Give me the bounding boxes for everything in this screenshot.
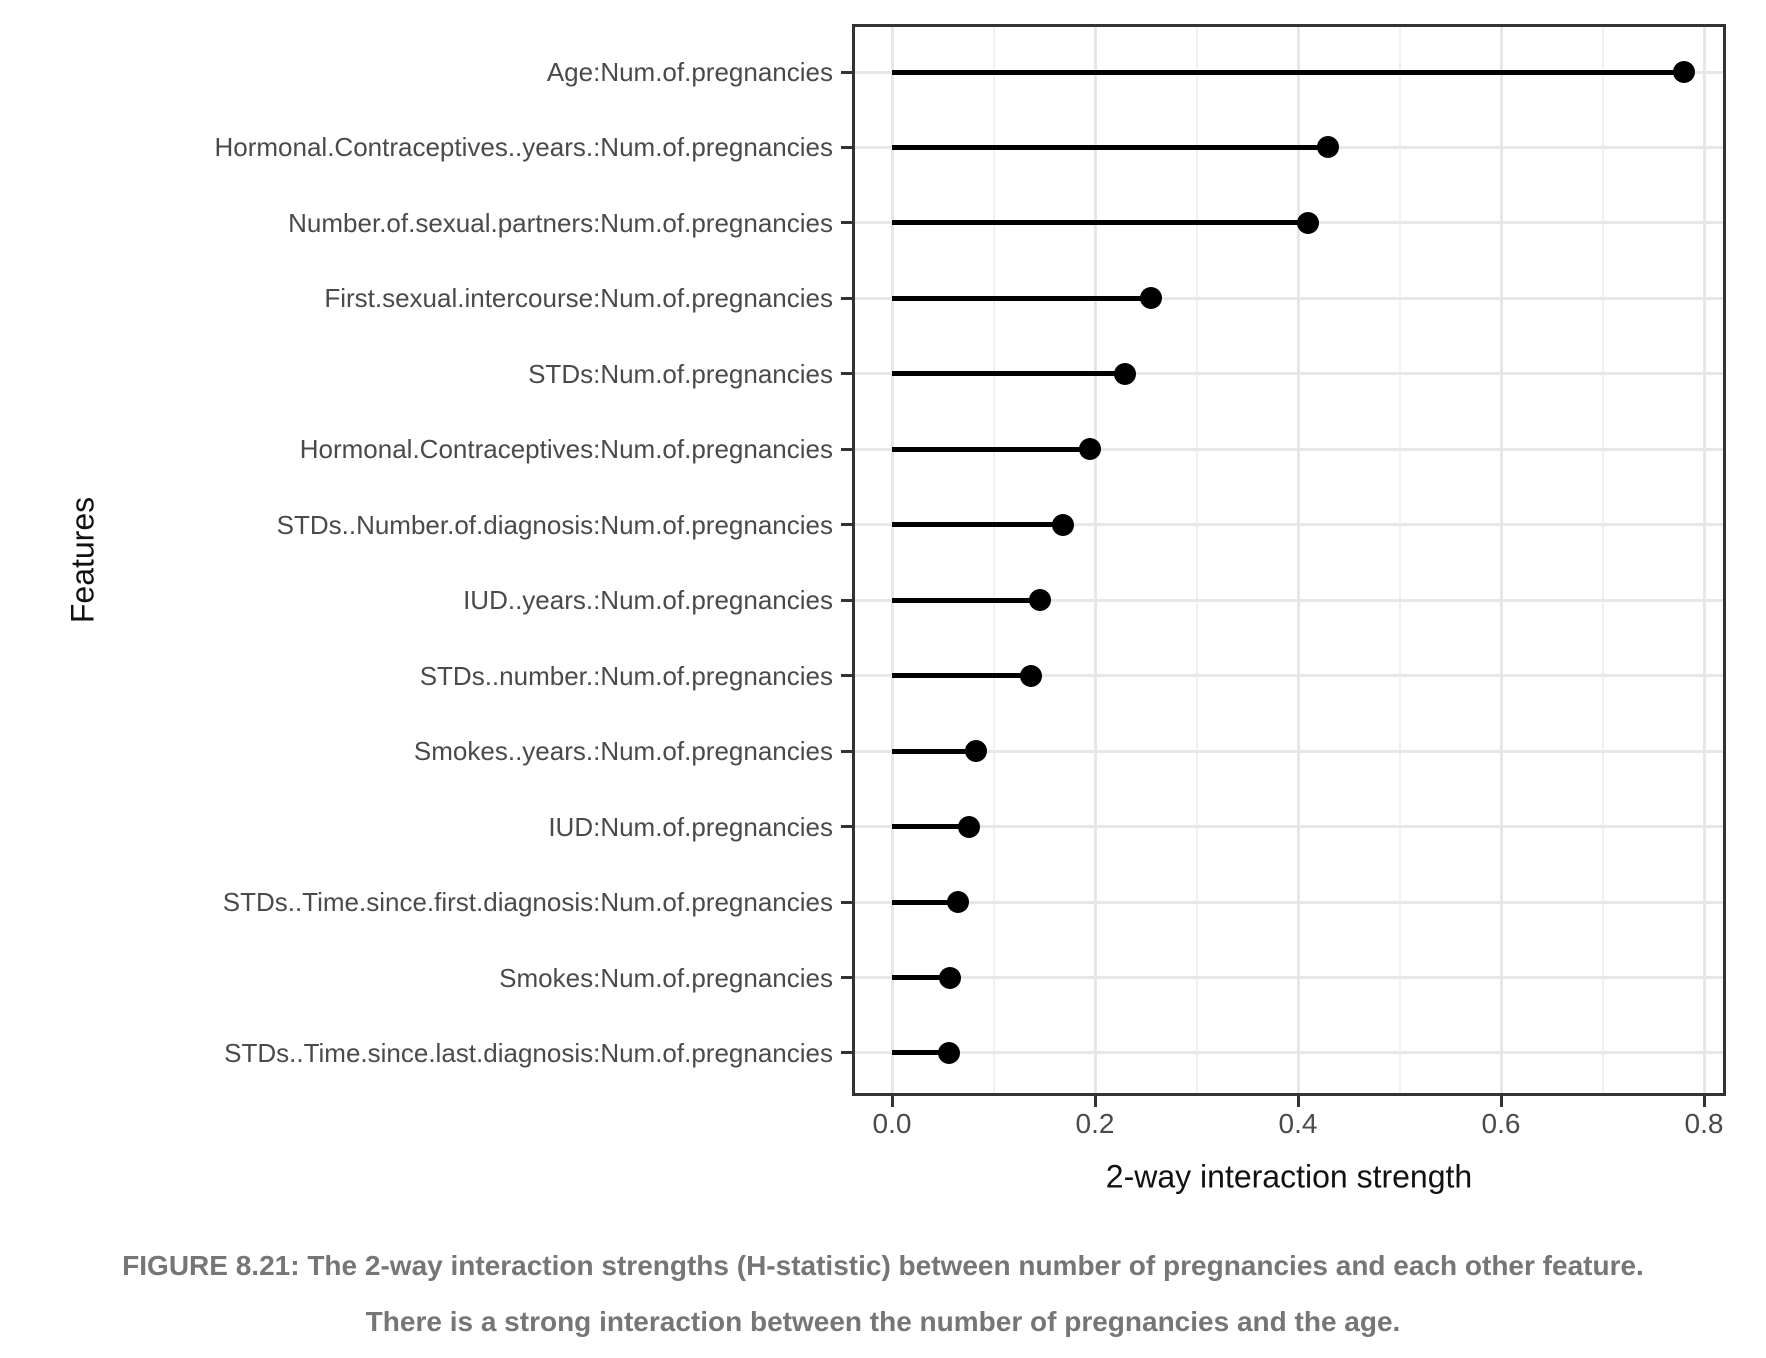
y-axis-title: Features — [64, 496, 101, 624]
major-gridline-vertical — [1093, 27, 1097, 1093]
lollipop-stem — [892, 824, 970, 830]
x-axis-tick — [1296, 1096, 1300, 1107]
major-gridline-horizontal — [855, 976, 1723, 980]
lollipop-stem — [892, 295, 1151, 301]
major-gridline-horizontal — [855, 447, 1723, 451]
lollipop-stem — [892, 220, 1309, 226]
lollipop-stem — [892, 69, 1684, 75]
y-axis-label: IUD:Num.of.pregnancies — [548, 811, 833, 842]
x-axis-tick — [1702, 1096, 1706, 1107]
y-axis-label: STDs:Num.of.pregnancies — [528, 358, 833, 389]
x-axis-tick-label: 0.8 — [1684, 1108, 1724, 1139]
y-axis-tick — [841, 674, 855, 678]
figure-caption: FIGURE 8.21: The 2-way interaction stren… — [122, 1250, 1644, 1337]
y-axis-label: STDs..Time.since.last.diagnosis:Num.of.p… — [224, 1037, 833, 1068]
major-gridline-horizontal — [855, 825, 1723, 829]
major-gridline-horizontal — [855, 523, 1723, 527]
y-axis-tick — [841, 1051, 855, 1055]
y-axis-tick — [841, 447, 855, 451]
major-gridline-horizontal — [855, 296, 1723, 300]
lollipop-dot — [1029, 589, 1052, 612]
lollipop-dot — [1317, 136, 1340, 159]
y-axis-label: Hormonal.Contraceptives..years.:Num.of.p… — [214, 132, 833, 163]
x-axis-tick-label: 0.0 — [872, 1108, 912, 1139]
minor-gridline-vertical — [1601, 27, 1604, 1093]
plot-panel-border — [852, 24, 1726, 1096]
major-gridline-horizontal — [855, 372, 1723, 376]
minor-gridline-vertical — [1398, 27, 1401, 1093]
y-axis-label: STDs..Time.since.first.diagnosis:Num.of.… — [222, 887, 833, 918]
y-axis-tick — [841, 296, 855, 300]
x-axis-tick-label: 0.2 — [1075, 1108, 1115, 1139]
lollipop-dot — [1114, 362, 1137, 385]
lollipop-stem — [892, 371, 1126, 377]
major-gridline-horizontal — [855, 598, 1723, 602]
lollipop-dot — [1020, 664, 1043, 687]
y-axis-tick — [841, 749, 855, 753]
lollipop-dot — [1139, 287, 1162, 310]
x-axis-tick-label: 0.4 — [1278, 1108, 1318, 1139]
y-axis-tick — [841, 145, 855, 149]
lollipop-stem — [892, 522, 1063, 528]
y-axis-tick — [841, 598, 855, 602]
lollipop-stem — [892, 1050, 949, 1056]
x-axis-tick — [890, 1096, 894, 1107]
y-axis-tick — [841, 900, 855, 904]
minor-gridline-vertical — [992, 27, 995, 1093]
lollipop-dot — [1078, 438, 1101, 461]
lollipop-stem — [892, 446, 1090, 452]
major-gridline-horizontal — [855, 900, 1723, 904]
lollipop-stem — [892, 597, 1041, 603]
lollipop-dot — [1297, 211, 1320, 234]
minor-gridline-vertical — [1195, 27, 1198, 1093]
y-axis-label: STDs..Number.of.diagnosis:Num.of.pregnan… — [276, 509, 833, 540]
x-axis-tick-label: 0.6 — [1481, 1108, 1521, 1139]
y-axis-tick — [841, 372, 855, 376]
y-axis-tick — [841, 221, 855, 225]
lollipop-stem — [892, 144, 1329, 150]
major-gridline-vertical — [1499, 27, 1503, 1093]
major-gridline-vertical — [890, 27, 894, 1093]
y-axis-label: Hormonal.Contraceptives:Num.of.pregnanci… — [299, 434, 833, 465]
y-axis-tick — [841, 523, 855, 527]
y-axis-tick — [841, 70, 855, 74]
lollipop-stem — [892, 748, 977, 754]
major-gridline-horizontal — [855, 1051, 1723, 1055]
lollipop-stem — [892, 975, 950, 981]
lollipop-stem — [892, 899, 958, 905]
y-axis-tick — [841, 825, 855, 829]
major-gridline-horizontal — [855, 674, 1723, 678]
y-axis-tick — [841, 976, 855, 980]
lollipop-stem — [892, 673, 1032, 679]
y-axis-label: Age:Num.of.pregnancies — [546, 57, 833, 87]
major-gridline-horizontal — [855, 749, 1723, 753]
lollipop-dot — [946, 891, 969, 914]
x-axis-tick — [1093, 1096, 1097, 1107]
x-axis-title: 2-way interaction strength — [1105, 1158, 1473, 1195]
lollipop-dot — [1672, 61, 1695, 83]
lollipop-dot — [937, 1041, 960, 1064]
y-axis-label: First.sexual.intercourse:Num.of.pregnanc… — [324, 283, 833, 314]
lollipop-dot — [1051, 513, 1074, 536]
lollipop-dot — [958, 815, 981, 838]
y-axis-label: Number.of.sexual.partners:Num.of.pregnan… — [288, 207, 833, 238]
lollipop-dot — [965, 740, 988, 763]
y-axis-label: IUD..years.:Num.of.pregnancies — [463, 585, 833, 616]
figure-caption-container: FIGURE 8.21: The 2-way interaction stren… — [0, 1238, 1766, 1350]
lollipop-dot — [938, 966, 961, 989]
x-axis-tick — [1499, 1096, 1503, 1107]
major-gridline-vertical — [1296, 27, 1300, 1093]
y-axis-label: STDs..number.:Num.of.pregnancies — [419, 660, 833, 691]
y-axis-label: Smokes..years.:Num.of.pregnancies — [413, 736, 833, 767]
major-gridline-vertical — [1702, 27, 1706, 1093]
y-axis-label: Smokes:Num.of.pregnancies — [499, 962, 833, 993]
